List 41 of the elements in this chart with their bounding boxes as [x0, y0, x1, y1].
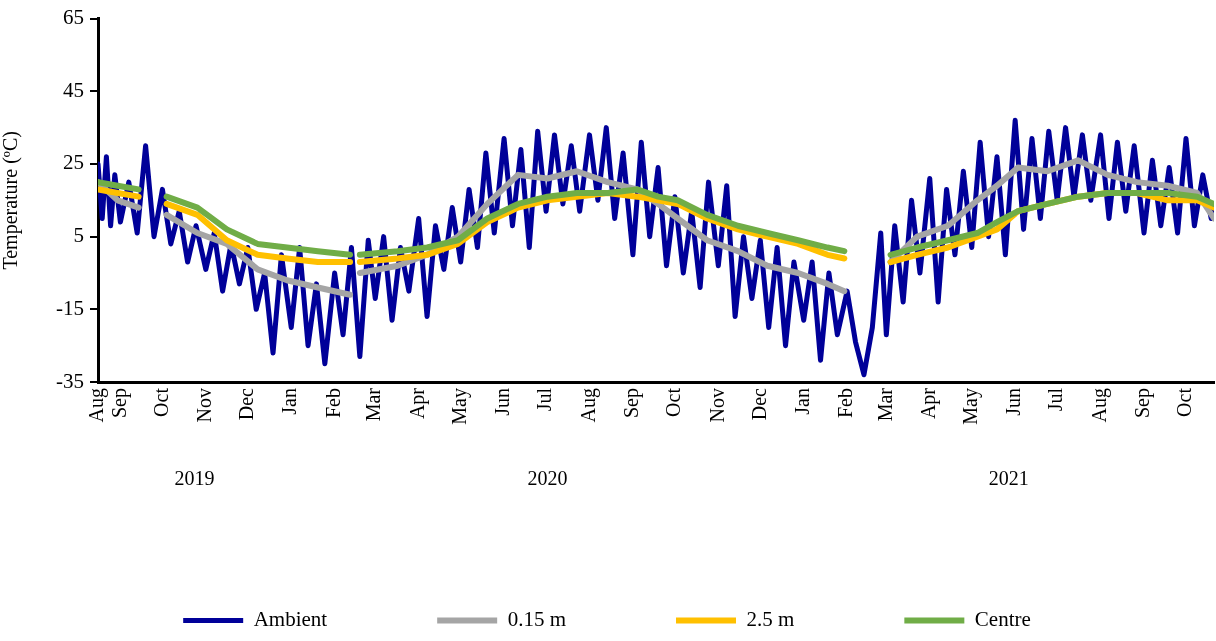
legend-label: Ambient: [253, 607, 328, 632]
text: 2020: [527, 467, 568, 490]
y-tick-label: 25: [63, 150, 84, 175]
legend-label: Centre: [974, 607, 1031, 632]
x-tick-label: Oct: [662, 387, 685, 417]
y-tick-label: -35: [56, 368, 84, 393]
x-tick-label: May: [959, 388, 983, 425]
x-tick-label: Sep: [1131, 388, 1155, 418]
x-tick-label: Dec: [235, 387, 258, 421]
y-tick-label: 5: [73, 223, 84, 248]
x-tick-label: Sep: [107, 388, 131, 418]
legend-label: 0.15 m: [507, 607, 567, 632]
x-tick-label: Jun: [491, 388, 514, 416]
x-tick-label: Jan: [278, 388, 301, 415]
x-tick-label: Feb: [834, 388, 857, 418]
x-tick-label: Oct: [149, 387, 172, 417]
x-tick-label: Mar: [873, 387, 896, 422]
legend-label: 2.5 m: [746, 607, 795, 632]
x-tick-label: Apr: [405, 387, 429, 420]
x-tick-label: Jul: [533, 387, 556, 412]
x-tick-label: May: [447, 388, 471, 425]
x-tick-label: Jan: [790, 388, 813, 415]
x-tick-label: Nov: [705, 388, 728, 423]
y-tick-label: 45: [63, 77, 84, 102]
x-tick-label: Nov: [193, 388, 216, 423]
text: 2021: [988, 467, 1029, 490]
x-tick-label: Aug: [1087, 388, 1111, 423]
y-tick-label: 65: [63, 5, 84, 30]
x-tick-label: Feb: [321, 388, 344, 418]
x-tick-label: Apr: [917, 387, 940, 420]
y-tick-label: -15: [56, 295, 84, 320]
x-tick-label: Mar: [362, 387, 385, 422]
x-tick-label: Jul: [1044, 387, 1067, 412]
x-tick-label: Aug: [85, 388, 109, 423]
x-tick-label: Aug: [576, 388, 600, 423]
x-tick-label: Jun: [1002, 388, 1025, 416]
y-axis-title: Temperature (ºC): [0, 130, 23, 270]
x-tick-label: Oct: [1173, 387, 1196, 417]
x-tick-label: Sep: [620, 388, 644, 418]
text: 2019: [174, 467, 215, 490]
x-tick-label: Dec: [747, 387, 770, 421]
